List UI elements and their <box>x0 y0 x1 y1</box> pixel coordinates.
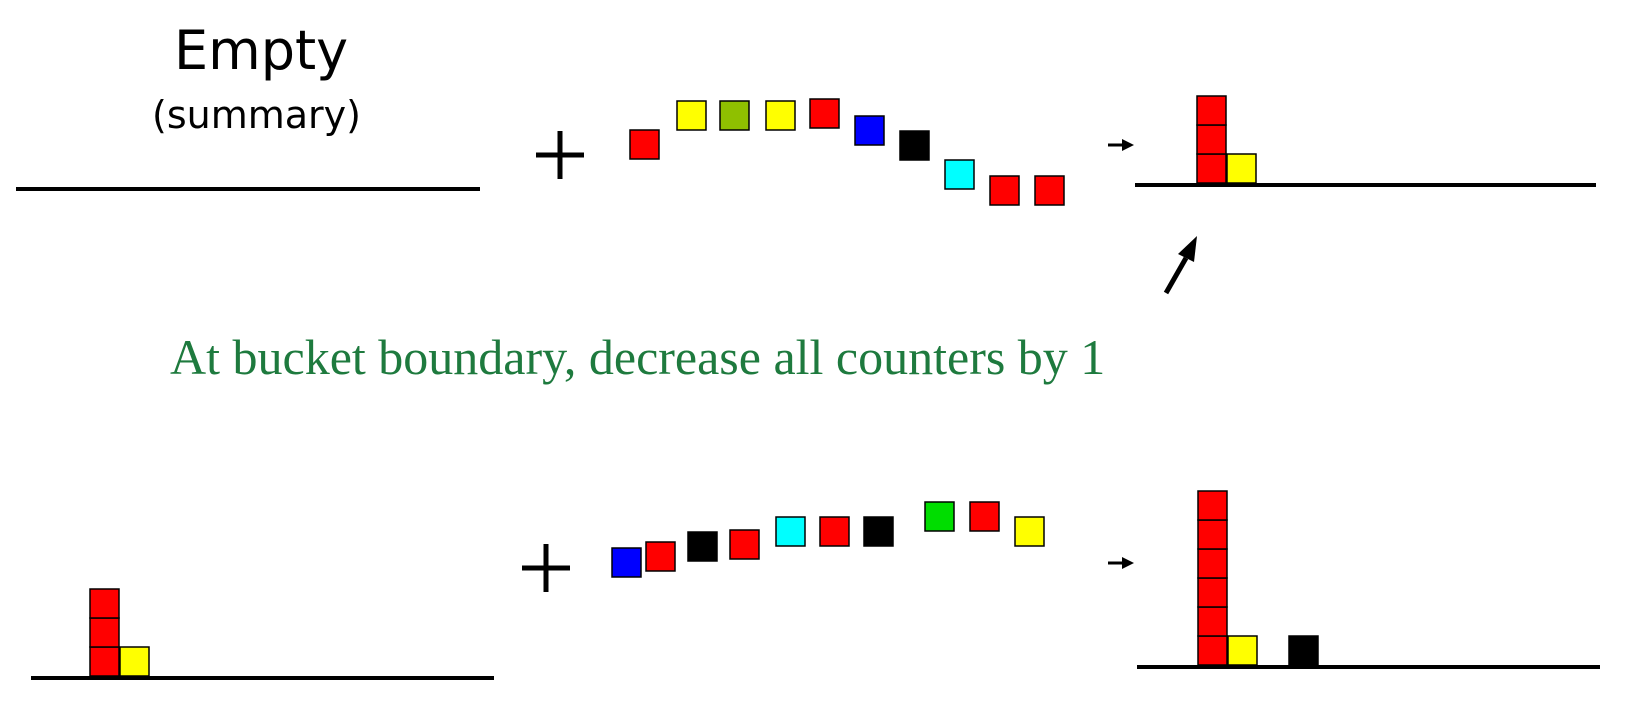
stream-item-red <box>989 175 1020 206</box>
previous-counter-red <box>89 646 120 677</box>
stream-item-black <box>863 516 894 547</box>
plus-icon <box>536 131 584 179</box>
arrow-up-icon <box>1163 236 1197 295</box>
stream-item-red <box>1034 175 1065 206</box>
stream-item-cyan <box>944 159 975 190</box>
result-counter-red <box>1196 153 1227 184</box>
stream-item-black <box>899 130 930 161</box>
stream-item-olive <box>719 100 750 131</box>
updated-counter-red <box>1197 577 1228 608</box>
stream-item-red <box>645 541 676 572</box>
result-counter-yellow <box>1226 153 1257 184</box>
result-counter-red <box>1196 124 1227 155</box>
updated-counter-yellow <box>1227 635 1258 666</box>
stream-item-blue <box>854 115 885 146</box>
previous-counter-red <box>89 617 120 648</box>
previous-counter-red <box>89 588 120 619</box>
updated-counter-red <box>1197 490 1228 521</box>
arrow-right-icon <box>1108 139 1134 151</box>
previous-counter-yellow <box>119 646 150 677</box>
stream-item-blue <box>611 547 642 578</box>
arrow-right-icon <box>1108 557 1134 569</box>
plus-icon <box>522 544 570 592</box>
stream-item-black <box>687 531 718 562</box>
stream-item-yellow <box>676 100 707 131</box>
updated-counter-red <box>1197 635 1228 666</box>
stream-item-red <box>729 529 760 560</box>
stream-item-red <box>969 501 1000 532</box>
stream-item-cyan <box>775 516 806 547</box>
updated-counter-red <box>1197 548 1228 579</box>
updated-counter-red <box>1197 606 1228 637</box>
stream-item-yellow <box>1014 516 1045 547</box>
bucket-boundary-caption: At bucket boundary, decrease all counter… <box>170 329 1106 385</box>
stream-item-yellow <box>765 100 796 131</box>
updated-counter-black <box>1288 635 1319 666</box>
stream-item-red <box>629 129 660 160</box>
updated-counter-red <box>1197 519 1228 550</box>
stream-item-red <box>819 516 850 547</box>
stream-item-green <box>924 501 955 532</box>
result-counter-red <box>1196 95 1227 126</box>
stream-item-red <box>809 98 840 129</box>
empty-label: Empty <box>174 19 349 82</box>
summary-label: (summary) <box>152 93 361 137</box>
